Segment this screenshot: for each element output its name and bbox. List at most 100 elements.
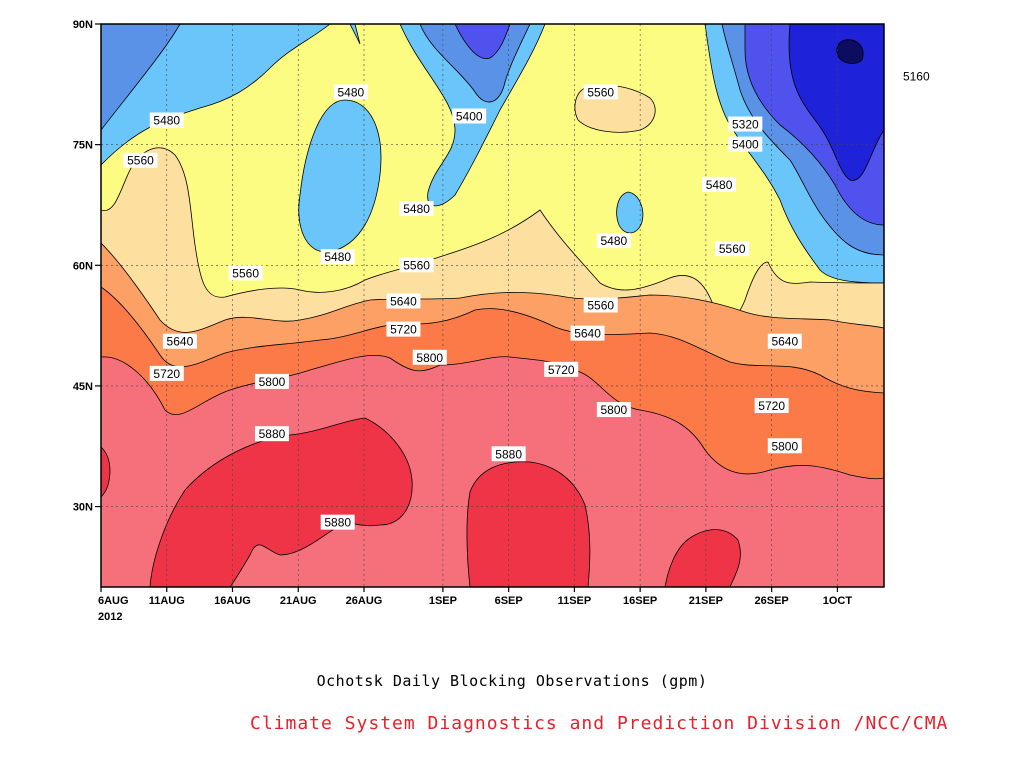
contour-label-bg xyxy=(491,446,526,462)
contour-label-text: 5160 xyxy=(903,69,930,83)
x-tick-label: 6SEP xyxy=(495,595,523,607)
contour-label: 5320 xyxy=(728,116,763,132)
contour-label-text: 5560 xyxy=(719,242,746,256)
contour-label-bg xyxy=(767,438,802,454)
contour-label: 5720 xyxy=(544,361,579,377)
contour-fills xyxy=(101,24,884,587)
x-tick-label: 16AUG xyxy=(214,595,251,607)
contour-label-text: 5320 xyxy=(732,118,759,132)
contour-label-text: 5880 xyxy=(495,447,522,461)
contour-label-bg xyxy=(320,249,355,265)
contour-label-text: 5640 xyxy=(574,327,601,341)
contour-label-bg xyxy=(149,112,184,128)
contour-label-text: 5800 xyxy=(259,375,286,389)
contour-label-bg xyxy=(767,333,802,349)
contour-label-bg xyxy=(162,333,197,349)
y-tick-label: 30N xyxy=(73,502,93,514)
contour-label-bg xyxy=(452,108,487,124)
contour-label-bg xyxy=(149,365,184,381)
contour-label-text: 5480 xyxy=(706,178,733,192)
contour-label: 5560 xyxy=(715,241,750,257)
contour-label: 5400 xyxy=(452,108,487,124)
contour-label: 5640 xyxy=(767,333,802,349)
contour-label-text: 5800 xyxy=(771,439,798,453)
contour-label-bg xyxy=(728,116,763,132)
contour-label: 5160 xyxy=(899,68,934,84)
contour-label: 5800 xyxy=(596,402,631,418)
contour-label: 5800 xyxy=(767,438,802,454)
contour-label-text: 5560 xyxy=(403,258,430,272)
fill-5400-5480-blob-sep xyxy=(616,191,644,234)
contour-label-bg xyxy=(412,349,447,365)
contour-label-text: 5640 xyxy=(167,335,194,349)
grid-lines xyxy=(101,24,884,587)
contour-label-text: 5560 xyxy=(587,299,614,313)
contour-label-bg xyxy=(596,233,631,249)
contour-label-bg xyxy=(399,257,434,273)
contour-label: 5480 xyxy=(399,200,434,216)
contour-label-bg xyxy=(702,176,737,192)
contour-label: 5560 xyxy=(583,84,618,100)
y-tick-label: 90N xyxy=(73,19,93,31)
contour-label-bg xyxy=(399,200,434,216)
contour-label: 5720 xyxy=(149,365,184,381)
contour-label: 5640 xyxy=(386,293,421,309)
contour-labels: 5160 5320 5400 5480 5560 5400 5560 5480 5560 5480… xyxy=(123,68,934,530)
contour-label: 5800 xyxy=(412,349,447,365)
contour-label-text: 5800 xyxy=(600,403,627,417)
contour-label-text: 5560 xyxy=(127,154,154,168)
contour-label: 5480 xyxy=(596,233,631,249)
fill-gt-5880-late-sep xyxy=(664,529,741,587)
fill-5400-5480-northwest xyxy=(101,24,361,166)
source-credit: Climate System Diagnostics and Predictio… xyxy=(250,713,949,734)
contour-label-text: 5560 xyxy=(587,85,614,99)
contour-label-bg xyxy=(570,325,605,341)
fill-gt-5880-edge xyxy=(101,446,111,498)
contour-label-text: 5480 xyxy=(337,85,364,99)
contour-label-text: 5720 xyxy=(390,323,417,337)
contour-label-text: 5720 xyxy=(548,363,575,377)
contour-label-text: 5560 xyxy=(232,266,259,280)
contour-label-bg xyxy=(728,136,763,152)
contour-label-text: 5640 xyxy=(771,335,798,349)
chart-title: Ochotsk Daily Blocking Observations (gpm… xyxy=(316,672,708,690)
contour-label: 5640 xyxy=(570,325,605,341)
contour-label: 5880 xyxy=(491,446,526,462)
contour-label-bg xyxy=(320,514,355,530)
y-tick-label: 45N xyxy=(73,381,93,393)
contour-label: 5480 xyxy=(320,249,355,265)
contour-label-text: 5800 xyxy=(416,351,443,365)
contour-label: 5560 xyxy=(399,257,434,273)
contour-label-bg xyxy=(254,373,289,389)
contour-label-bg xyxy=(754,398,789,414)
contour-label-bg xyxy=(386,293,421,309)
y-tick-label: 75N xyxy=(73,140,93,152)
contour-label-bg xyxy=(715,241,750,257)
x-tick-label: 26SEP xyxy=(755,595,789,607)
contour-label-bg xyxy=(583,297,618,313)
year-label: 2012 xyxy=(98,611,122,623)
contour-label-text: 5880 xyxy=(324,516,351,530)
contour-label: 5480 xyxy=(702,176,737,192)
contour-label-text: 5880 xyxy=(259,427,286,441)
fill-5240-5320-north-central xyxy=(454,24,511,59)
contour-label: 5560 xyxy=(228,265,263,281)
contour-label-bg xyxy=(596,402,631,418)
x-tick-label: 21SEP xyxy=(689,595,723,607)
x-tick-label: 11SEP xyxy=(558,595,592,607)
contour-label: 5720 xyxy=(754,398,789,414)
x-tick-label: 11AUG xyxy=(149,595,185,607)
contour-label-bg xyxy=(333,84,368,100)
contour-label: 5560 xyxy=(123,152,158,168)
x-tick-label: 1OCT xyxy=(823,595,853,607)
x-axis: 6AUG 11AUG 16AUG 21AUG 26AUG 1SEP 6SEP 11SEP 16S… xyxy=(98,587,852,607)
contour-label-text: 5480 xyxy=(600,234,627,248)
y-axis: 30N 45N 60N 75N 90N xyxy=(73,19,101,514)
x-tick-label: 16SEP xyxy=(623,595,657,607)
plot-frame xyxy=(100,23,885,588)
contour-label-bg xyxy=(228,265,263,281)
x-tick-label: 21AUG xyxy=(280,595,317,607)
contour-label-text: 5400 xyxy=(732,138,759,152)
contour-label-bg xyxy=(583,84,618,100)
